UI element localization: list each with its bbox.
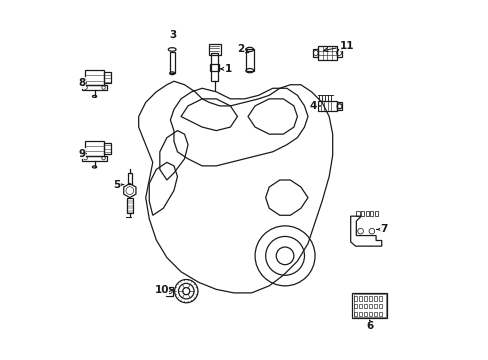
Bar	[373, 304, 376, 309]
Bar	[369, 211, 372, 216]
Bar	[127, 173, 132, 184]
Bar	[209, 64, 219, 71]
Bar	[353, 304, 356, 309]
Text: 3: 3	[169, 30, 176, 40]
Bar	[368, 296, 371, 301]
Bar	[351, 293, 386, 318]
Bar	[373, 296, 376, 301]
Bar	[313, 49, 318, 57]
Bar	[368, 304, 371, 309]
Bar	[85, 70, 104, 85]
Bar	[317, 101, 336, 111]
Text: 6: 6	[366, 320, 373, 332]
Bar	[82, 85, 107, 90]
Bar	[364, 296, 366, 301]
Text: 1: 1	[221, 64, 232, 74]
Bar	[336, 102, 341, 110]
Text: 10: 10	[154, 285, 172, 295]
Bar	[82, 156, 107, 161]
Bar	[208, 44, 220, 55]
Text: 2: 2	[237, 45, 248, 54]
Bar	[353, 294, 385, 316]
Bar	[378, 304, 381, 309]
Text: 5: 5	[113, 180, 123, 190]
Bar	[373, 312, 376, 316]
Bar	[353, 312, 356, 316]
Bar	[127, 198, 132, 213]
Text: 9: 9	[79, 149, 86, 158]
Bar	[353, 296, 356, 301]
Bar	[358, 296, 361, 301]
Bar	[318, 46, 336, 60]
Bar	[210, 53, 218, 81]
Text: 4: 4	[309, 101, 320, 111]
Bar	[364, 312, 366, 316]
Bar	[166, 287, 173, 296]
Bar	[374, 211, 377, 216]
Bar	[378, 312, 381, 316]
Bar	[245, 49, 253, 71]
Bar	[358, 304, 361, 309]
Bar	[368, 312, 371, 316]
Bar	[169, 52, 174, 73]
Bar	[85, 141, 104, 156]
Bar	[360, 211, 364, 216]
Text: 11: 11	[323, 41, 353, 52]
Text: 7: 7	[376, 224, 387, 234]
Bar	[365, 211, 368, 216]
Text: 8: 8	[79, 78, 86, 88]
Bar	[336, 49, 341, 57]
Bar	[364, 304, 366, 309]
Bar	[356, 211, 359, 216]
Bar	[104, 72, 111, 83]
Bar	[358, 312, 361, 316]
Bar	[378, 296, 381, 301]
Bar	[104, 143, 111, 154]
